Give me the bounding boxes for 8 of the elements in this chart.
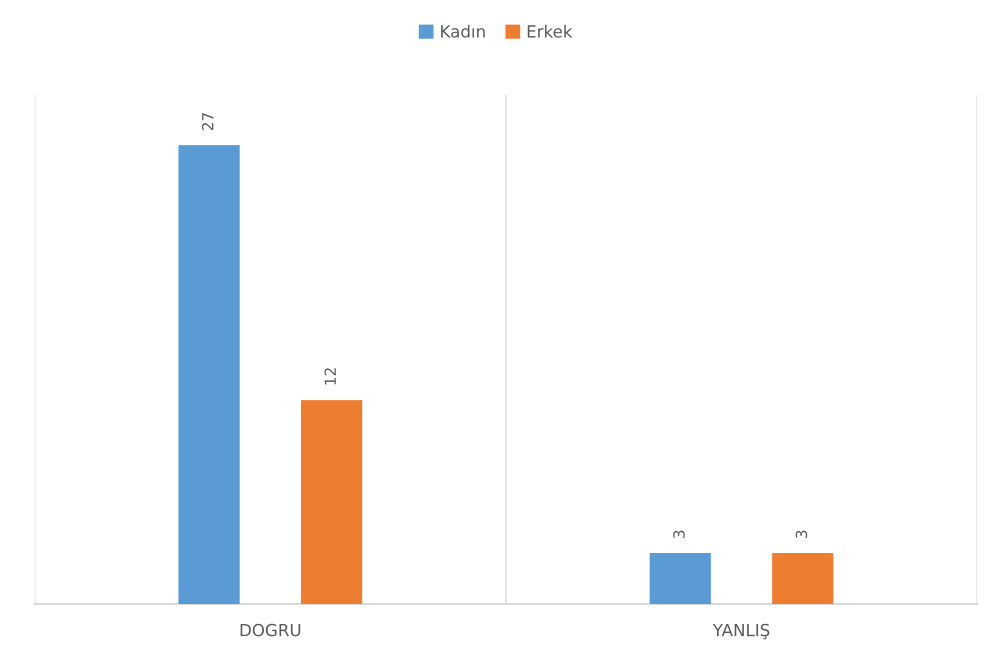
x-tick-label: DOGRU <box>240 624 300 636</box>
data-label: 3 <box>796 530 808 538</box>
data-label: 3 <box>673 530 685 538</box>
data-label: 12 <box>324 368 336 385</box>
x-tick-label: YANLIŞ <box>712 624 770 640</box>
legend-label: Erkek <box>528 24 572 38</box>
data-label: 27 <box>202 113 214 130</box>
legend-label: Kadın <box>441 24 485 38</box>
